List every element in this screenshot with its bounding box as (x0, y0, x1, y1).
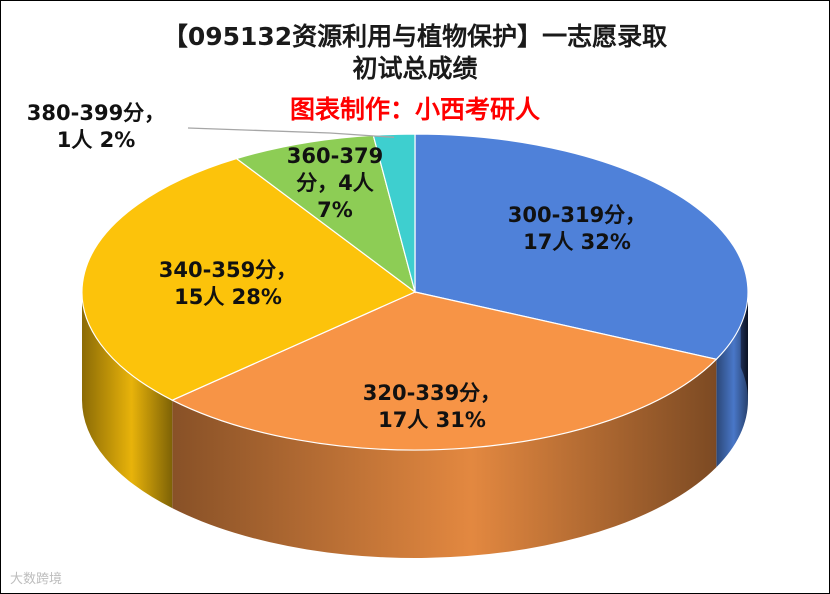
data-label-4: 360-379 分，4人 7% (287, 144, 383, 222)
pie-top (81, 133, 749, 451)
data-label-1: 300-319分， 17人 32% (508, 203, 646, 254)
data-label-2: 320-339分， 17人 31% (363, 381, 501, 432)
chart-title-line1: 【095132资源利用与植物保护】一志愿录取 (162, 22, 668, 51)
pie-side-2 (172, 359, 717, 558)
chart-title-line2: 初试总成绩 (352, 54, 478, 83)
pie-slice-2 (170, 291, 718, 451)
leader-line (187, 127, 395, 138)
data-label-3: 340-359分， 15人 28% (159, 258, 297, 309)
pie-slice-1 (414, 133, 749, 360)
data-label-5: 380-399分， 1人 2% (27, 101, 165, 152)
chart-credit: 图表制作：小西考研人 (289, 95, 540, 124)
pie-side-3 (81, 292, 173, 509)
watermark: 大数跨境 (10, 572, 63, 587)
pie-side-1 (716, 292, 748, 468)
pie-slice-5 (372, 133, 416, 293)
pie-slice-3 (81, 157, 417, 401)
data-labels: 300-319分， 17人 32% 320-339分， 17人 31% 340-359分… (27, 101, 646, 432)
